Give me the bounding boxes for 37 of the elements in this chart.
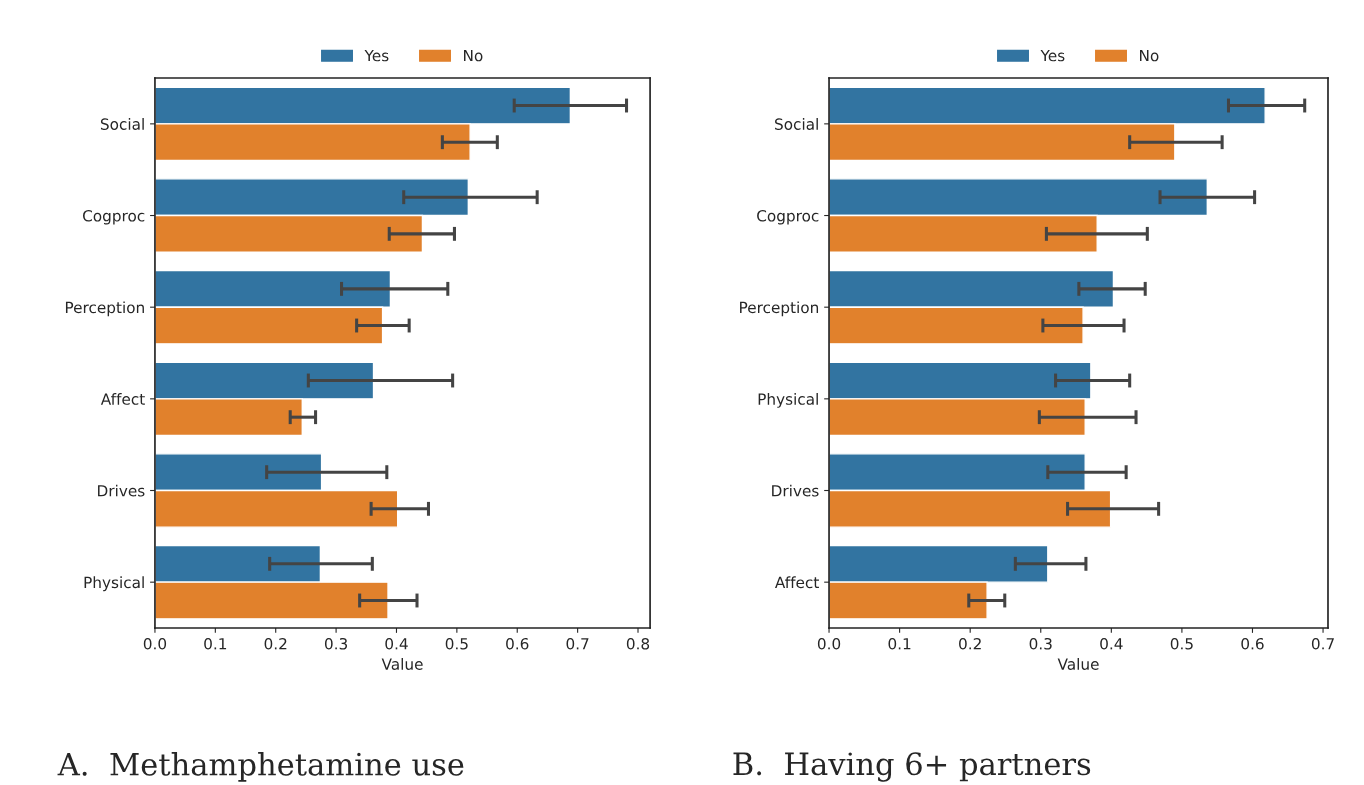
y-tick-label: Physical xyxy=(758,393,818,408)
x-tick-label: 0.5 xyxy=(1170,637,1193,650)
x-tick-label: 0.3 xyxy=(324,637,348,650)
legend-label: Yes xyxy=(1040,49,1065,62)
x-tick-label: 0.2 xyxy=(264,637,287,650)
legend-label: Yes xyxy=(364,49,389,62)
y-tick-label: Perception xyxy=(740,301,819,317)
y-tick-label: Affect xyxy=(100,393,145,405)
text: B. Having 6+ partners xyxy=(733,752,1091,782)
y-tick-label: Social xyxy=(775,118,818,130)
x-tick-label: 0.5 xyxy=(445,637,468,650)
x-tick-label: 0.1 xyxy=(204,637,227,650)
y-tick-label: Social xyxy=(100,118,144,130)
x-tick-label: 0.0 xyxy=(817,637,841,650)
x-tick-label: 0.0 xyxy=(143,637,167,650)
x-tick-label: 0.7 xyxy=(1311,637,1334,650)
x-tick-label: 0.6 xyxy=(506,637,529,650)
text: A. Methamphetamine use xyxy=(57,752,464,782)
x-tick-label: 0.1 xyxy=(888,637,911,650)
x-tick-label: 0.7 xyxy=(566,637,589,650)
y-tick-label: Drives xyxy=(772,484,819,497)
x-tick-label: 0.4 xyxy=(1100,637,1123,650)
legend-label: No xyxy=(464,49,483,62)
x-tick-label: 0.4 xyxy=(385,637,408,650)
y-tick-label: Physical xyxy=(84,576,144,592)
legend-label: No xyxy=(1140,49,1159,62)
y-tick-label: Cogproc xyxy=(82,209,145,225)
y-tick-label: Affect xyxy=(774,576,819,589)
y-tick-label: Drives xyxy=(98,484,145,497)
x-tick-label: 0.3 xyxy=(1029,637,1052,650)
x-axis-title: Value xyxy=(1057,658,1099,670)
x-tick-label: 0.2 xyxy=(959,637,981,650)
x-tick-label: 0.8 xyxy=(626,637,650,650)
y-tick-label: Cogproc xyxy=(757,209,819,225)
x-tick-label: 0.6 xyxy=(1241,637,1264,650)
y-tick-label: Perception xyxy=(65,301,144,317)
x-axis-title: Value xyxy=(381,658,423,670)
